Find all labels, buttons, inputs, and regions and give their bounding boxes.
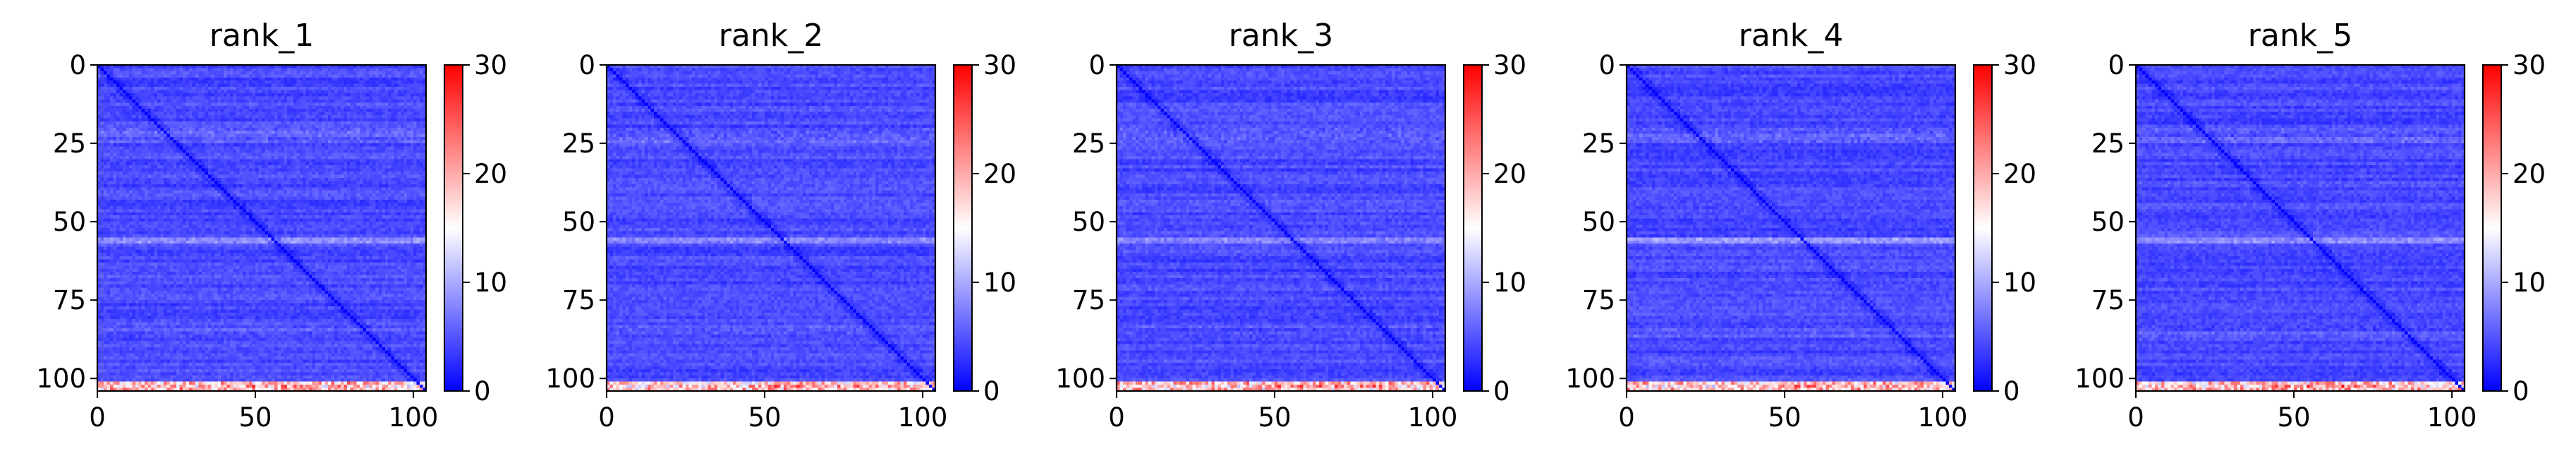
chart-title: rank_1 [209, 18, 314, 54]
y-tick-label: 25 [1582, 128, 1615, 159]
y-tick-label: 50 [1072, 207, 1105, 237]
heatmap-image [97, 65, 426, 391]
colorbar [2482, 64, 2502, 392]
colorbar-tick-label: 20 [474, 159, 507, 189]
y-tick-label: 75 [53, 285, 86, 315]
colorbar-tick-label: 20 [983, 159, 1016, 189]
y-tick-label: 0 [1598, 50, 1615, 80]
y-tick-label: 25 [562, 128, 595, 159]
colorbar-tick-label: 10 [2003, 267, 2036, 298]
y-tick-label: 25 [1072, 128, 1105, 159]
colorbar-tick-label: 10 [2513, 267, 2546, 298]
colorbar-tick-label: 0 [1493, 376, 1510, 407]
y-tick-label: 0 [2108, 50, 2125, 80]
x-tick-label: 100 [1408, 402, 1458, 433]
y-tick-label: 100 [36, 363, 86, 394]
plot-frame [2134, 64, 2466, 392]
x-tick-label: 50 [748, 402, 781, 433]
y-tick-label: 75 [1072, 285, 1105, 315]
x-tick-label: 0 [89, 402, 106, 433]
y-tick-label: 0 [69, 50, 86, 80]
y-tick-label: 0 [1088, 50, 1105, 80]
x-tick-label: 100 [2427, 402, 2477, 433]
colorbar-tick-label: 30 [2513, 50, 2546, 80]
colorbar-tick-label: 30 [983, 50, 1016, 80]
colorbar [1463, 64, 1483, 392]
x-tick-label: 50 [1258, 402, 1291, 433]
colorbar-tick-label: 10 [1493, 267, 1526, 298]
plot-frame [1115, 64, 1447, 392]
colorbar-tick-label: 0 [474, 376, 491, 407]
y-tick-label: 50 [53, 207, 86, 237]
y-tick-label: 50 [562, 207, 595, 237]
colorbar-tick-label: 20 [1493, 159, 1526, 189]
heatmap-image [2136, 65, 2465, 391]
x-tick-label: 0 [598, 402, 615, 433]
heatmap-image [607, 65, 935, 391]
colorbar-tick-label: 0 [2513, 376, 2529, 407]
y-tick-label: 25 [2091, 128, 2125, 159]
colorbar-tick-label: 30 [474, 50, 507, 80]
colorbar [953, 64, 973, 392]
colorbar-tick-label: 20 [2513, 159, 2546, 189]
colorbar [1973, 64, 1993, 392]
colorbar [444, 64, 463, 392]
plot-frame [1625, 64, 1957, 392]
y-tick-label: 75 [2091, 285, 2125, 315]
colorbar-tick-label: 0 [983, 376, 1000, 407]
x-tick-label: 100 [1918, 402, 1968, 433]
y-tick-label: 25 [53, 128, 86, 159]
x-tick-label: 100 [898, 402, 948, 433]
colorbar-tick-label: 30 [1493, 50, 1526, 80]
y-tick-label: 100 [1565, 363, 1615, 394]
x-tick-label: 0 [2127, 402, 2144, 433]
plot-frame [605, 64, 937, 392]
x-tick-label: 50 [2277, 402, 2310, 433]
chart-title: rank_3 [1229, 18, 1333, 54]
y-tick-label: 50 [2091, 207, 2125, 237]
x-tick-label: 0 [1618, 402, 1635, 433]
y-tick-label: 100 [545, 363, 595, 394]
plot-frame [96, 64, 427, 392]
colorbar-tick-label: 20 [2003, 159, 2036, 189]
x-tick-label: 100 [389, 402, 439, 433]
x-tick-label: 50 [1768, 402, 1801, 433]
heatmap-image [1627, 65, 1955, 391]
chart-title: rank_5 [2248, 18, 2352, 54]
y-tick-label: 75 [1582, 285, 1615, 315]
heatmap-image [1117, 65, 1445, 391]
y-tick-label: 50 [1582, 207, 1615, 237]
colorbar-tick-label: 10 [474, 267, 507, 298]
colorbar-tick-label: 30 [2003, 50, 2036, 80]
y-tick-label: 100 [1055, 363, 1105, 394]
colorbar-tick-label: 10 [983, 267, 1016, 298]
chart-title: rank_4 [1739, 18, 1843, 54]
x-tick-label: 50 [238, 402, 272, 433]
colorbar-tick-label: 0 [2003, 376, 2020, 407]
y-tick-label: 75 [562, 285, 595, 315]
y-tick-label: 100 [2074, 363, 2125, 394]
x-tick-label: 0 [1108, 402, 1125, 433]
y-tick-label: 0 [578, 50, 595, 80]
chart-title: rank_2 [719, 18, 823, 54]
